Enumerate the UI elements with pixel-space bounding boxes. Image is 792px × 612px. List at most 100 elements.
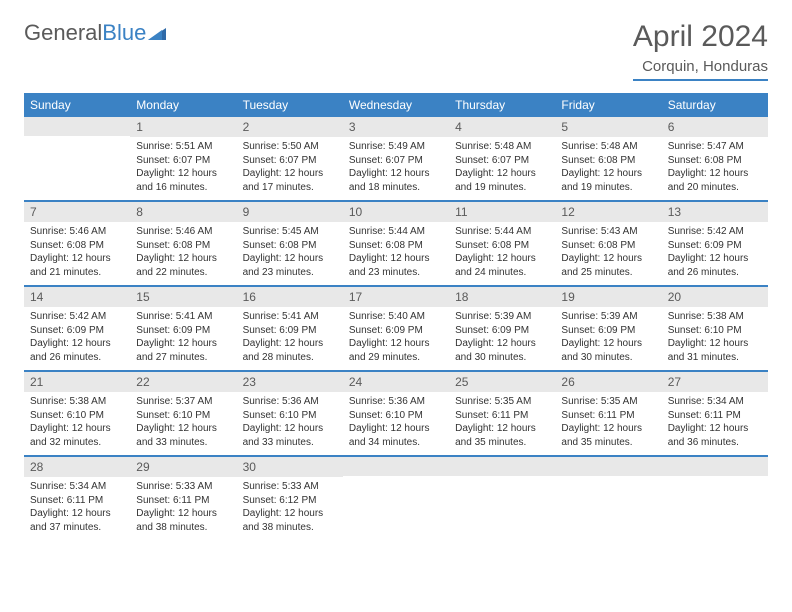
sunset-value: 6:08 PM xyxy=(598,155,635,166)
sunrise-value: 5:40 AM xyxy=(388,311,425,322)
sunset-label: Sunset: xyxy=(136,410,170,421)
sunrise-value: 5:36 AM xyxy=(388,396,425,407)
title-block: April 2024 Corquin, Honduras xyxy=(633,20,768,81)
sunset-value: 6:10 PM xyxy=(67,410,104,421)
sunset-label: Sunset: xyxy=(136,155,170,166)
calendar-cell: 20Sunrise: 5:38 AMSunset: 6:10 PMDayligh… xyxy=(662,287,768,371)
calendar-cell: 15Sunrise: 5:41 AMSunset: 6:09 PMDayligh… xyxy=(130,287,236,371)
sunrise-label: Sunrise: xyxy=(561,226,598,237)
day-header: Tuesday xyxy=(237,93,343,117)
calendar-cell xyxy=(449,457,555,540)
sunrise-value: 5:45 AM xyxy=(282,226,319,237)
sunrise-value: 5:44 AM xyxy=(495,226,532,237)
sunrise-label: Sunrise: xyxy=(243,396,280,407)
sunrise-value: 5:42 AM xyxy=(69,311,106,322)
empty-day xyxy=(449,457,555,476)
sunset-label: Sunset: xyxy=(30,240,64,251)
sunset-label: Sunset: xyxy=(668,410,702,421)
sunrise-label: Sunrise: xyxy=(30,311,67,322)
day-number: 3 xyxy=(343,117,449,137)
day-number: 25 xyxy=(449,372,555,392)
sunset-label: Sunset: xyxy=(561,410,595,421)
sunset-value: 6:12 PM xyxy=(279,495,316,506)
calendar-cell: 11Sunrise: 5:44 AMSunset: 6:08 PMDayligh… xyxy=(449,202,555,286)
sunrise-value: 5:33 AM xyxy=(176,481,213,492)
day-info: Sunrise: 5:41 AMSunset: 6:09 PMDaylight:… xyxy=(237,307,343,370)
day-number: 23 xyxy=(237,372,343,392)
calendar-cell: 25Sunrise: 5:35 AMSunset: 6:11 PMDayligh… xyxy=(449,372,555,456)
daylight-label: Daylight: xyxy=(243,338,282,349)
day-info: Sunrise: 5:45 AMSunset: 6:08 PMDaylight:… xyxy=(237,222,343,285)
daylight-label: Daylight: xyxy=(136,338,175,349)
sunset-label: Sunset: xyxy=(136,495,170,506)
day-number: 13 xyxy=(662,202,768,222)
calendar-cell: 29Sunrise: 5:33 AMSunset: 6:11 PMDayligh… xyxy=(130,457,236,540)
sunrise-value: 5:47 AM xyxy=(707,141,744,152)
sunset-label: Sunset: xyxy=(668,325,702,336)
sunrise-value: 5:48 AM xyxy=(495,141,532,152)
day-number: 28 xyxy=(24,457,130,477)
sunset-value: 6:07 PM xyxy=(279,155,316,166)
sunrise-label: Sunrise: xyxy=(455,226,492,237)
day-info: Sunrise: 5:38 AMSunset: 6:10 PMDaylight:… xyxy=(24,392,130,455)
sunset-value: 6:09 PM xyxy=(598,325,635,336)
calendar-cell: 16Sunrise: 5:41 AMSunset: 6:09 PMDayligh… xyxy=(237,287,343,371)
sunrise-label: Sunrise: xyxy=(243,311,280,322)
sunrise-label: Sunrise: xyxy=(561,311,598,322)
calendar-cell: 1Sunrise: 5:51 AMSunset: 6:07 PMDaylight… xyxy=(130,117,236,201)
sunrise-label: Sunrise: xyxy=(668,396,705,407)
sunrise-value: 5:34 AM xyxy=(707,396,744,407)
day-number: 27 xyxy=(662,372,768,392)
daylight-label: Daylight: xyxy=(136,168,175,179)
sunrise-value: 5:44 AM xyxy=(388,226,425,237)
sunrise-label: Sunrise: xyxy=(136,141,173,152)
sunset-label: Sunset: xyxy=(243,155,277,166)
sunrise-value: 5:39 AM xyxy=(601,311,638,322)
calendar-cell: 5Sunrise: 5:48 AMSunset: 6:08 PMDaylight… xyxy=(555,117,661,201)
sunset-label: Sunset: xyxy=(561,240,595,251)
sunset-label: Sunset: xyxy=(30,410,64,421)
sunrise-label: Sunrise: xyxy=(243,141,280,152)
daylight-label: Daylight: xyxy=(243,168,282,179)
day-number: 20 xyxy=(662,287,768,307)
sunrise-label: Sunrise: xyxy=(349,226,386,237)
day-number: 5 xyxy=(555,117,661,137)
sunset-value: 6:07 PM xyxy=(492,155,529,166)
day-number: 8 xyxy=(130,202,236,222)
sunset-label: Sunset: xyxy=(243,240,277,251)
sunrise-label: Sunrise: xyxy=(455,141,492,152)
sunrise-label: Sunrise: xyxy=(243,226,280,237)
sunrise-value: 5:51 AM xyxy=(176,141,213,152)
day-info: Sunrise: 5:46 AMSunset: 6:08 PMDaylight:… xyxy=(130,222,236,285)
daylight-label: Daylight: xyxy=(243,423,282,434)
sunrise-value: 5:49 AM xyxy=(388,141,425,152)
daylight-label: Daylight: xyxy=(561,338,600,349)
sunset-label: Sunset: xyxy=(349,325,383,336)
sunrise-label: Sunrise: xyxy=(455,396,492,407)
empty-day xyxy=(662,457,768,476)
sunset-label: Sunset: xyxy=(455,325,489,336)
calendar-cell: 4Sunrise: 5:48 AMSunset: 6:07 PMDaylight… xyxy=(449,117,555,201)
sunrise-value: 5:48 AM xyxy=(601,141,638,152)
sunrise-value: 5:41 AM xyxy=(282,311,319,322)
daylight-label: Daylight: xyxy=(668,253,707,264)
day-number: 15 xyxy=(130,287,236,307)
day-number: 26 xyxy=(555,372,661,392)
daylight-label: Daylight: xyxy=(455,423,494,434)
calendar-cell: 12Sunrise: 5:43 AMSunset: 6:08 PMDayligh… xyxy=(555,202,661,286)
calendar-cell: 6Sunrise: 5:47 AMSunset: 6:08 PMDaylight… xyxy=(662,117,768,201)
day-header: Friday xyxy=(555,93,661,117)
day-number: 16 xyxy=(237,287,343,307)
calendar-cell xyxy=(662,457,768,540)
logo-text-blue: Blue xyxy=(102,20,146,45)
daylight-label: Daylight: xyxy=(668,168,707,179)
day-header: Thursday xyxy=(449,93,555,117)
day-info: Sunrise: 5:51 AMSunset: 6:07 PMDaylight:… xyxy=(130,137,236,200)
sunset-value: 6:08 PM xyxy=(704,155,741,166)
sunset-value: 6:08 PM xyxy=(598,240,635,251)
sunset-label: Sunset: xyxy=(243,495,277,506)
day-number: 14 xyxy=(24,287,130,307)
calendar-cell: 26Sunrise: 5:35 AMSunset: 6:11 PMDayligh… xyxy=(555,372,661,456)
logo: GeneralBlue xyxy=(24,20,166,46)
day-header: Saturday xyxy=(662,93,768,117)
